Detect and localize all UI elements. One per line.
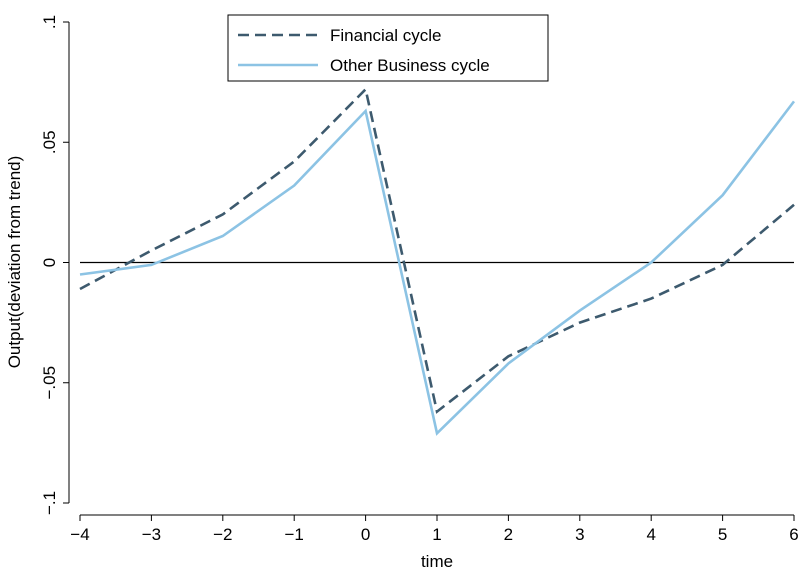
x-tick-label: 3 [575,525,584,544]
x-tick-label: 2 [504,525,513,544]
x-tick-label: −1 [285,525,304,544]
y-tick-label: 0 [40,258,59,267]
series-line-other-business-cycle [79,100,796,436]
series-layer [79,86,796,436]
y-tick-label: .1 [40,15,59,29]
x-axis-title: time [421,552,453,571]
y-tick-label: −.05 [40,366,59,400]
axes: −.1 −.05 0 .05 .1 −4 −3 −2 −1 0 1 2 3 4 5 6 [40,15,799,544]
legend-label-financial-cycle: Financial cycle [330,26,442,45]
y-tick-label: .05 [40,130,59,154]
series-line-financial-cycle [79,86,795,414]
x-tick-label: 0 [361,525,370,544]
y-tick-label: −.1 [40,491,59,515]
x-tick-label: 1 [432,525,441,544]
x-tick-label: −2 [213,525,232,544]
y-axis-title: Output(deviation from trend) [5,156,24,369]
legend-box [227,14,549,82]
x-tick-label: 4 [646,525,655,544]
x-tick-label: −4 [70,525,89,544]
x-tick-label: 6 [789,525,798,544]
x-tick-label: −3 [142,525,161,544]
legend-label-other-business-cycle: Other Business cycle [330,56,490,75]
x-tick-label: 5 [718,525,727,544]
legend: Financial cycle Other Business cycle [227,14,549,82]
